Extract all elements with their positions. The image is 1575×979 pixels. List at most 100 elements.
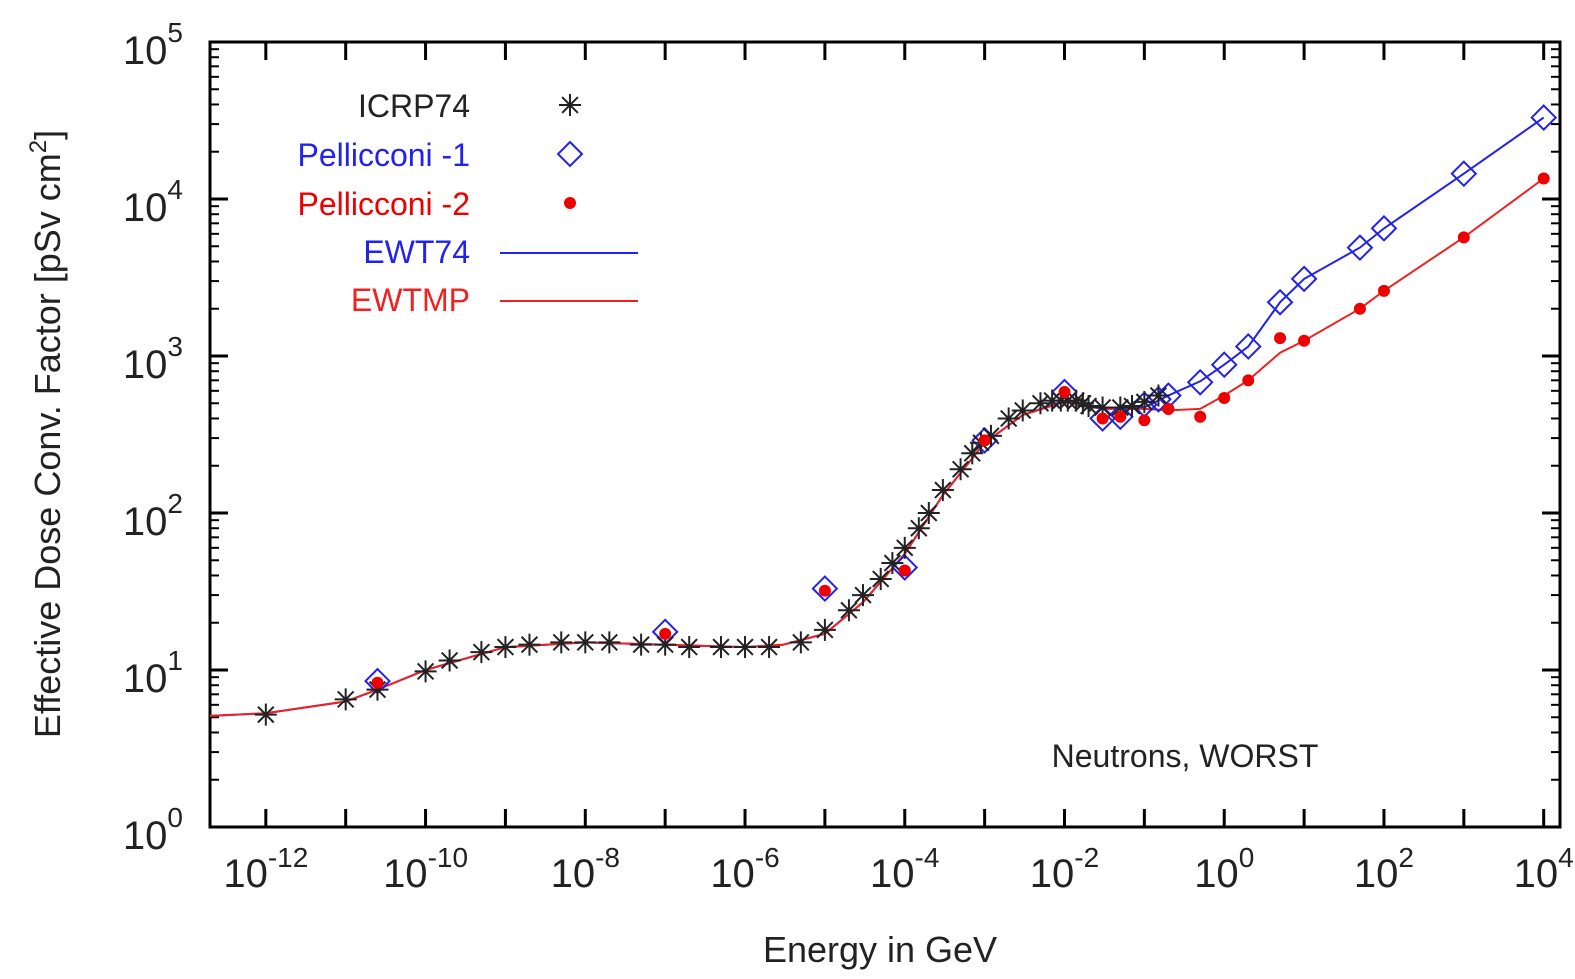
x-tick-label: 10-12 <box>223 842 308 896</box>
y-tick-base: 10 <box>123 343 168 387</box>
y-tick-label: 101 <box>123 645 183 701</box>
point-pellicconi-1 <box>1186 368 1214 396</box>
x-tick-label: 100 <box>1194 842 1254 896</box>
x-tick-base: 10 <box>1030 852 1075 896</box>
x-tick-label: 102 <box>1354 842 1414 896</box>
point-icrp74 <box>470 641 493 664</box>
point-icrp74 <box>949 458 972 481</box>
point-icrp74 <box>758 636 781 659</box>
y-tick-label: 104 <box>123 174 183 230</box>
point-pellicconi-2 <box>1377 284 1390 297</box>
y-tick-base: 10 <box>123 814 168 858</box>
legend-label: Pellicconi -1 <box>297 137 470 173</box>
x-tick-label: 104 <box>1514 842 1574 896</box>
x-tick-base: 10 <box>551 852 596 896</box>
point-icrp74 <box>917 502 940 524</box>
point-pellicconi-1 <box>1450 160 1478 188</box>
point-pellicconi-2 <box>1353 302 1366 315</box>
x-tick-label: 10-4 <box>870 842 939 896</box>
x-tick-label: 10-6 <box>710 842 779 896</box>
x-tick-labels: 10-12 10-10 10-8 10-6 10-4 10-2 100 102 104 <box>223 842 1573 896</box>
point-icrp74 <box>550 631 573 654</box>
point-icrp74 <box>598 631 621 654</box>
point-pellicconi-2 <box>1218 392 1231 405</box>
x-tick-exp: -12 <box>268 842 308 873</box>
point-pellicconi-2 <box>1298 334 1311 347</box>
series-points <box>254 104 1558 726</box>
point-icrp74 <box>1011 399 1034 422</box>
point-pellicconi-1 <box>1530 104 1558 132</box>
y-tick-exp: 4 <box>167 174 183 205</box>
y-tick-exp: 5 <box>167 17 183 48</box>
point-pellicconi-1 <box>1266 288 1294 316</box>
y-tick-exp: 3 <box>167 331 183 362</box>
y-tick-base: 10 <box>123 186 168 230</box>
point-icrp74 <box>734 636 757 659</box>
annotation-label: Neutrons, WORST <box>1052 738 1319 774</box>
point-icrp74 <box>789 631 812 654</box>
legend-label: Pellicconi -2 <box>297 186 470 222</box>
point-icrp74 <box>1029 392 1052 415</box>
point-icrp74 <box>518 633 541 656</box>
point-pellicconi-1 <box>1234 333 1262 360</box>
point-icrp74 <box>931 479 954 502</box>
point-icrp74 <box>893 536 916 559</box>
point-icrp74 <box>254 703 277 726</box>
point-pellicconi-1 <box>1290 265 1318 293</box>
y-tick-exp: 2 <box>167 488 183 519</box>
point-pellicconi-2 <box>1242 374 1255 387</box>
point-icrp74 <box>837 599 860 622</box>
x-tick-exp: -2 <box>1074 842 1099 873</box>
legend-marker-asterisk <box>559 94 581 116</box>
point-pellicconi-2 <box>1194 410 1207 423</box>
x-tick-base: 10 <box>1194 852 1239 896</box>
point-pellicconi-2 <box>1457 231 1470 244</box>
point-pellicconi-1 <box>1210 351 1238 379</box>
point-icrp74 <box>678 636 701 659</box>
y-tick-label: 100 <box>123 802 183 858</box>
y-tick-label: 105 <box>123 17 183 73</box>
y-tick-exp: 0 <box>167 802 183 833</box>
point-icrp74 <box>881 552 904 575</box>
y-tick-exp: 1 <box>167 645 183 676</box>
x-tick-base: 10 <box>710 852 755 896</box>
x-tick-base: 10 <box>870 852 915 896</box>
legend-label: EWT74 <box>363 234 470 270</box>
point-pellicconi-2 <box>1537 172 1550 185</box>
y-tick-base: 10 <box>123 657 168 701</box>
x-tick-label: 10-2 <box>1030 842 1099 896</box>
point-pellicconi-2 <box>1274 332 1287 345</box>
x-tick-base: 10 <box>1514 852 1559 896</box>
x-tick-exp: -4 <box>915 842 940 873</box>
point-icrp74 <box>869 567 892 590</box>
y-tick-base: 10 <box>123 29 168 73</box>
point-icrp74 <box>574 631 597 654</box>
legend-label: EWTMP <box>351 282 470 318</box>
point-icrp74 <box>334 688 357 711</box>
point-pellicconi-2 <box>1058 385 1071 398</box>
x-tick-label: 10-10 <box>383 842 468 896</box>
x-tick-exp: -8 <box>595 842 620 873</box>
point-icrp74 <box>709 636 732 659</box>
plot-frame <box>208 40 1562 829</box>
point-pellicconi-2 <box>1096 412 1109 425</box>
y-axis-label: Effective Dose Conv. Factor [pSv cm2] <box>25 130 68 738</box>
y-tick-label: 103 <box>123 331 183 387</box>
y-axis-label-main: Effective Dose Conv. Factor [pSv cm <box>27 153 68 738</box>
point-icrp74 <box>961 442 984 465</box>
point-icrp74 <box>1091 396 1114 419</box>
legend-label: ICRP74 <box>358 88 470 124</box>
x-tick-base: 10 <box>1354 852 1399 896</box>
y-axis-label-end: ] <box>27 130 68 140</box>
point-pellicconi-1 <box>1346 234 1374 262</box>
point-pellicconi-2 <box>1114 410 1127 423</box>
point-pellicconi-2 <box>978 434 991 447</box>
point-icrp74 <box>813 618 836 641</box>
x-tick-base: 10 <box>383 852 428 896</box>
y-tick-label: 102 <box>123 488 183 544</box>
x-tick-exp: 4 <box>1558 842 1574 873</box>
point-pellicconi-2 <box>818 584 831 597</box>
point-icrp74 <box>907 517 930 540</box>
